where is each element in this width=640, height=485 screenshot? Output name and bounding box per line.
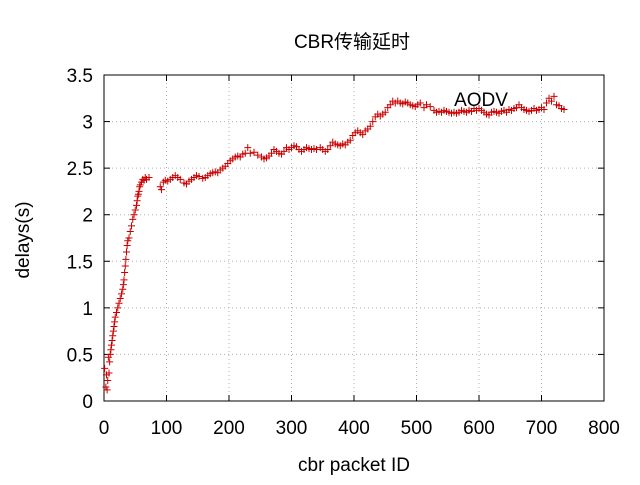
data-point-aodv xyxy=(119,285,127,293)
data-point-aodv xyxy=(101,364,109,372)
y-tick-label: 3.5 xyxy=(67,66,93,87)
data-point-aodv xyxy=(313,146,320,154)
data-point-aodv xyxy=(109,327,117,335)
data-point-aodv xyxy=(280,147,288,155)
data-point-aodv xyxy=(250,148,258,156)
data-point-aodv xyxy=(103,386,111,394)
data-point-aodv xyxy=(123,248,130,256)
data-point-aodv xyxy=(129,215,137,223)
data-point-aodv xyxy=(109,332,117,340)
data-point-aodv xyxy=(131,206,139,214)
y-tick-label: 2.5 xyxy=(67,159,93,180)
data-point-aodv xyxy=(386,101,394,109)
data-point-aodv xyxy=(130,211,138,219)
data-point-aodv xyxy=(133,201,140,209)
data-point-aodv xyxy=(416,99,424,107)
x-tick-label: 600 xyxy=(463,418,495,439)
data-point-aodv xyxy=(550,92,558,100)
data-point-aodv xyxy=(381,108,389,116)
data-point-aodv xyxy=(108,336,116,344)
data-point-aodv xyxy=(346,136,354,144)
x-tick-label: 300 xyxy=(276,418,308,439)
data-point-aodv xyxy=(119,281,127,289)
data-point-aodv xyxy=(145,173,153,181)
y-tick-label: 1 xyxy=(82,299,93,320)
data-point-aodv xyxy=(359,131,367,139)
x-tick-label: 700 xyxy=(526,418,558,439)
data-point-aodv xyxy=(114,304,122,312)
y-tick-label: 1.5 xyxy=(67,252,93,273)
data-point-aodv xyxy=(195,173,203,181)
y-tick-label: 2 xyxy=(82,206,93,227)
x-axis-ticks: 0 100 200 300 400 500 600 700 800 xyxy=(99,75,620,439)
data-point-aodv xyxy=(540,105,548,113)
data-point-aodv xyxy=(560,105,568,113)
data-point-aodv xyxy=(108,341,115,349)
data-point-aodv xyxy=(120,276,128,284)
data-point-aodv xyxy=(106,350,114,358)
data-point-aodv xyxy=(133,197,141,205)
y-axis-label: delays(s) xyxy=(13,201,34,278)
data-point-aodv xyxy=(246,149,254,157)
x-tick-label: 800 xyxy=(588,418,620,439)
data-point-aodv xyxy=(548,97,555,105)
data-point-aodv xyxy=(426,103,434,111)
data-point-aodv xyxy=(115,299,123,307)
data-point-aodv xyxy=(126,227,134,235)
data-point-aodv xyxy=(121,268,129,276)
x-axis-label: cbr packet ID xyxy=(298,455,410,476)
x-tick-label: 200 xyxy=(213,418,245,439)
data-point-aodv xyxy=(125,234,133,242)
x-tick-label: 0 xyxy=(99,418,110,439)
x-tick-label: 400 xyxy=(338,418,370,439)
data-point-aodv xyxy=(158,186,165,194)
data-point-aodv xyxy=(116,295,124,303)
chart-title: CBR传输延时 xyxy=(294,31,410,53)
data-point-aodv xyxy=(105,369,113,377)
data-points xyxy=(101,92,568,394)
data-point-aodv xyxy=(176,175,184,183)
data-point-aodv xyxy=(369,118,377,126)
data-point-aodv xyxy=(268,149,275,157)
data-point-aodv xyxy=(244,144,252,152)
data-point-aodv xyxy=(111,318,119,326)
data-point-aodv xyxy=(113,309,120,317)
data-point-aodv xyxy=(123,241,131,249)
y-tick-label: 0.5 xyxy=(67,345,93,366)
data-point-aodv xyxy=(122,255,130,263)
data-point-aodv xyxy=(106,358,114,366)
legend-label-aodv: AODV xyxy=(454,90,508,111)
data-point-aodv xyxy=(118,290,125,298)
data-point-aodv xyxy=(423,101,430,109)
data-point-aodv xyxy=(366,122,374,130)
data-point-aodv xyxy=(111,313,119,321)
y-tick-label: 3 xyxy=(82,113,93,134)
grid-lines xyxy=(104,75,604,401)
data-point-aodv xyxy=(135,187,143,195)
data-point-aodv xyxy=(254,151,262,159)
data-point-aodv xyxy=(543,99,550,107)
data-point-aodv xyxy=(128,222,135,230)
data-point-aodv xyxy=(324,146,332,154)
y-axis-ticks: 0 0.5 1 1.5 2 2.5 3 3.5 xyxy=(67,66,604,413)
data-point-aodv xyxy=(107,346,115,354)
data-point-aodv xyxy=(110,322,118,330)
data-point-aodv xyxy=(121,262,129,270)
data-point-aodv xyxy=(104,377,112,385)
data-point-aodv xyxy=(326,142,334,150)
x-tick-label: 500 xyxy=(401,418,433,439)
y-tick-label: 0 xyxy=(82,392,93,413)
x-tick-label: 100 xyxy=(151,418,183,439)
